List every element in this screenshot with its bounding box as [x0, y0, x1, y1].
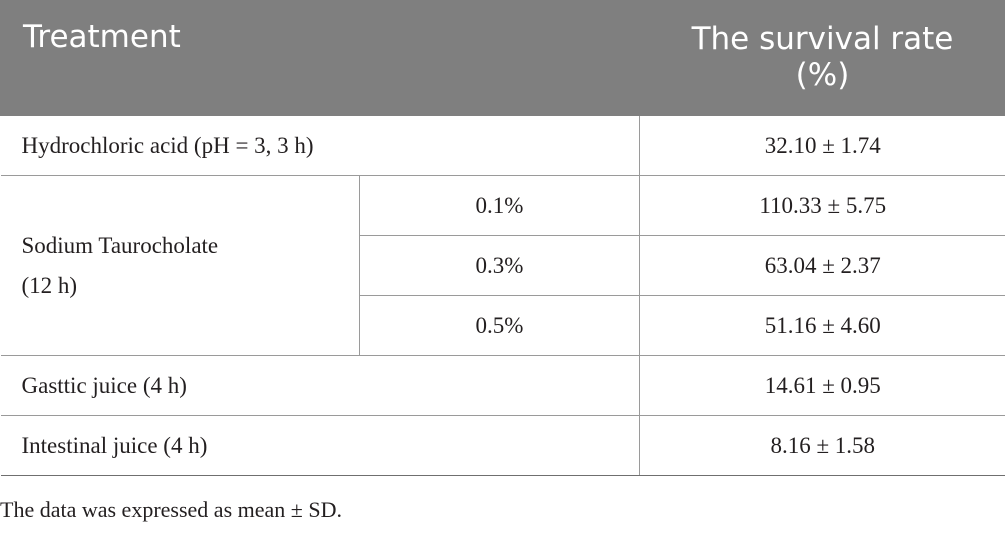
table-footnote: The data was expressed as mean ± SD. — [0, 497, 342, 522]
cell-value-gastric: 14.61 ± 0.95 — [639, 355, 1005, 416]
table-row: 0.3% 63.04 ± 2.37 — [1, 235, 1005, 296]
header-row: Treatment The survival rate (%) — [0, 0, 1005, 116]
cell-concentration: 0.5% — [359, 295, 640, 356]
table-row: Sodium Taurocholate (12 h) 0.1% 110.33 ±… — [0, 175, 1005, 356]
cell-treatment-intestinal: Intestinal juice (4 h) — [0, 415, 640, 476]
header-survival-rate: The survival rate (%) — [639, 0, 1005, 116]
cell-value: 63.04 ± 2.37 — [639, 235, 1005, 296]
cell-concentration: 0.1% — [359, 175, 640, 236]
cell-value: 110.33 ± 5.75 — [639, 175, 1005, 236]
cell-value-hcl: 32.10 ± 1.74 — [639, 115, 1005, 176]
sodium-label-line2: (12 h) — [21, 272, 78, 298]
cell-value: 51.16 ± 4.60 — [639, 295, 1005, 356]
cell-treatment-sodium: Sodium Taurocholate (12 h) — [0, 175, 360, 356]
survival-rate-table: Treatment The survival rate (%) Hydrochl… — [0, 0, 1005, 476]
cell-treatment-hcl: Hydrochloric acid (pH = 3, 3 h) — [0, 115, 640, 176]
table-row: Gasttic juice (4 h) 14.61 ± 0.95 — [0, 355, 1005, 416]
table-body: Hydrochloric acid (pH = 3, 3 h) 32.10 ± … — [0, 115, 1005, 476]
cell-treatment-gastric: Gasttic juice (4 h) — [0, 355, 640, 416]
table-header: Treatment The survival rate (%) — [0, 0, 1005, 116]
table-row: 0.5% 51.16 ± 4.60 — [1, 295, 1005, 356]
cell-concentration: 0.3% — [359, 235, 640, 296]
header-treatment: Treatment — [0, 0, 640, 116]
cell-value-intestinal: 8.16 ± 1.58 — [639, 415, 1005, 476]
sodium-label-line1: Sodium Taurocholate — [21, 232, 219, 258]
table-row: Hydrochloric acid (pH = 3, 3 h) 32.10 ± … — [0, 115, 1005, 176]
table-row: Intestinal juice (4 h) 8.16 ± 1.58 — [0, 415, 1005, 476]
